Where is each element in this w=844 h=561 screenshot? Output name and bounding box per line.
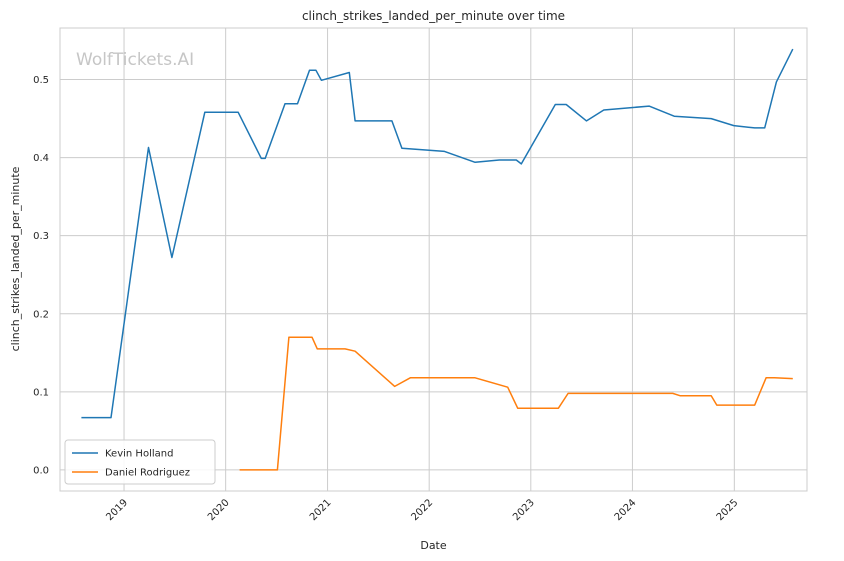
x-tick-label: 2024 bbox=[613, 497, 639, 523]
y-tick-label: 0.5 bbox=[33, 75, 49, 86]
series-lines bbox=[81, 48, 794, 471]
grid bbox=[60, 28, 807, 491]
x-tick-label: 2023 bbox=[511, 497, 537, 523]
y-tick-label: 0.2 bbox=[33, 309, 49, 320]
y-tick-label: 0.4 bbox=[33, 153, 49, 164]
x-tick-label: 2025 bbox=[715, 497, 741, 523]
y-tick-label: 0.3 bbox=[33, 231, 49, 242]
x-tick-label: 2019 bbox=[104, 497, 130, 523]
legend-box bbox=[64, 439, 216, 485]
plot-area bbox=[59, 27, 808, 492]
x-tick-label: 2021 bbox=[308, 497, 334, 523]
y-axis-label: clinch_strikes_landed_per_minute bbox=[9, 166, 22, 351]
y-tick-label: 0.1 bbox=[33, 387, 49, 398]
x-axis-label: Date bbox=[420, 539, 447, 552]
watermark: WolfTickets.AI bbox=[76, 50, 194, 70]
legend-label-kevin-holland: Kevin Holland bbox=[105, 449, 173, 460]
series-line-daniel-rodriguez bbox=[239, 336, 793, 471]
legend: Kevin Holland Daniel Rodriguez bbox=[64, 439, 216, 485]
x-tick-label: 2022 bbox=[410, 497, 436, 523]
legend-label-daniel-rodriguez: Daniel Rodriguez bbox=[105, 468, 190, 479]
series-line-kevin-holland bbox=[81, 48, 794, 419]
y-tick-label: 0.0 bbox=[33, 465, 49, 476]
chart-title: clinch_strikes_landed_per_minute over ti… bbox=[302, 9, 565, 23]
x-tick-label: 2020 bbox=[206, 497, 232, 523]
